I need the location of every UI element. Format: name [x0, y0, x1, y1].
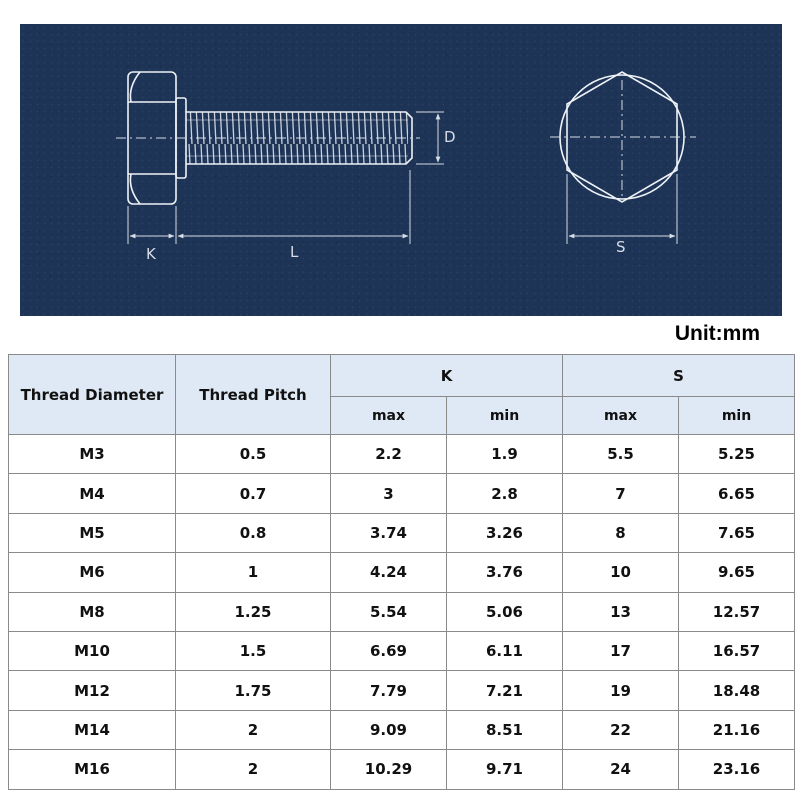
label-k: K — [146, 245, 157, 263]
cell-thread-pitch: 0.5 — [175, 433, 331, 475]
cell-k-max: 3 — [330, 473, 447, 514]
table-row: M8 1.25 5.54 5.06 13 12.57 — [8, 591, 795, 632]
label-s: S — [616, 238, 626, 256]
cell-s-max: 13 — [562, 591, 679, 632]
cell-s-min: 21.16 — [678, 709, 795, 751]
table-row: M14 2 9.09 8.51 22 21.16 — [8, 709, 795, 751]
cell-s-max: 10 — [562, 552, 679, 593]
cell-thread-pitch: 1 — [175, 552, 331, 593]
header-s: S — [562, 354, 795, 397]
cell-k-max: 5.54 — [330, 591, 447, 632]
header-k-min: min — [446, 396, 563, 435]
cell-thread-pitch: 2 — [175, 709, 331, 751]
cell-s-min: 23.16 — [678, 749, 795, 790]
cell-s-max: 17 — [562, 630, 679, 672]
cell-thread-pitch: 1.25 — [175, 591, 331, 632]
dimension-s — [566, 174, 678, 244]
header-k: K — [330, 354, 563, 397]
hex-center-lines — [550, 80, 696, 196]
cell-k-max: 3.74 — [330, 512, 447, 554]
cell-thread-pitch: 0.8 — [175, 512, 331, 554]
header-s-min: min — [678, 396, 795, 435]
table-row: M12 1.75 7.79 7.21 19 18.48 — [8, 670, 795, 711]
table-row: M5 0.8 3.74 3.26 8 7.65 — [8, 512, 795, 554]
bolt-drawing: D K L S — [116, 71, 696, 263]
cell-k-max: 6.69 — [330, 630, 447, 672]
technical-drawing-panel: D K L S — [20, 24, 782, 316]
header-thread-diameter: Thread Diameter — [8, 354, 176, 435]
table-row: M4 0.7 3 2.8 7 6.65 — [8, 473, 795, 514]
label-l: L — [290, 243, 299, 261]
cell-thread-pitch: 0.7 — [175, 473, 331, 514]
cell-thread-diameter: M5 — [8, 512, 176, 554]
cell-s-min: 5.25 — [678, 433, 795, 475]
cell-s-max: 5.5 — [562, 433, 679, 475]
cell-s-max: 22 — [562, 709, 679, 751]
header-thread-pitch: Thread Pitch — [175, 354, 331, 435]
cell-k-min: 3.26 — [446, 512, 563, 554]
cell-k-max: 4.24 — [330, 552, 447, 593]
cell-s-min: 9.65 — [678, 552, 795, 593]
cell-s-max: 7 — [562, 473, 679, 514]
cell-thread-diameter: M12 — [8, 670, 176, 711]
cell-thread-diameter: M16 — [8, 749, 176, 790]
cell-k-min: 2.8 — [446, 473, 563, 514]
cell-s-min: 18.48 — [678, 670, 795, 711]
label-d: D — [444, 128, 456, 146]
cell-s-min: 16.57 — [678, 630, 795, 672]
table-row: M6 1 4.24 3.76 10 9.65 — [8, 552, 795, 593]
cell-s-min: 7.65 — [678, 512, 795, 554]
cell-thread-diameter: M3 — [8, 433, 176, 475]
bolt-spec-table: Thread Diameter Thread Pitch K S max min… — [8, 354, 795, 790]
cell-s-max: 8 — [562, 512, 679, 554]
cell-k-max: 9.09 — [330, 709, 447, 751]
table-row: M16 2 10.29 9.71 24 23.16 — [8, 749, 795, 790]
cell-k-min: 3.76 — [446, 552, 563, 593]
cell-thread-pitch: 1.75 — [175, 670, 331, 711]
cell-k-max: 2.2 — [330, 433, 447, 475]
cell-thread-diameter: M8 — [8, 591, 176, 632]
cell-thread-pitch: 1.5 — [175, 630, 331, 672]
cell-k-max: 10.29 — [330, 749, 447, 790]
cell-k-min: 9.71 — [446, 749, 563, 790]
unit-label: Unit:mm — [674, 322, 760, 345]
cell-thread-pitch: 2 — [175, 749, 331, 790]
header-s-max: max — [562, 396, 679, 435]
cell-k-min: 7.21 — [446, 670, 563, 711]
cell-k-min: 1.9 — [446, 433, 563, 475]
cell-k-min: 6.11 — [446, 630, 563, 672]
cell-s-min: 12.57 — [678, 591, 795, 632]
cell-thread-diameter: M6 — [8, 552, 176, 593]
header-k-max: max — [330, 396, 447, 435]
cell-s-min: 6.65 — [678, 473, 795, 514]
cell-s-max: 19 — [562, 670, 679, 711]
table-row: M3 0.5 2.2 1.9 5.5 5.25 — [8, 433, 795, 475]
dimension-k-l — [127, 170, 411, 244]
cell-thread-diameter: M4 — [8, 473, 176, 514]
cell-k-max: 7.79 — [330, 670, 447, 711]
dimension-d — [416, 111, 444, 165]
table-row: M10 1.5 6.69 6.11 17 16.57 — [8, 630, 795, 672]
cell-s-max: 24 — [562, 749, 679, 790]
cell-k-min: 5.06 — [446, 591, 563, 632]
cell-thread-diameter: M10 — [8, 630, 176, 672]
cell-k-min: 8.51 — [446, 709, 563, 751]
cell-thread-diameter: M14 — [8, 709, 176, 751]
